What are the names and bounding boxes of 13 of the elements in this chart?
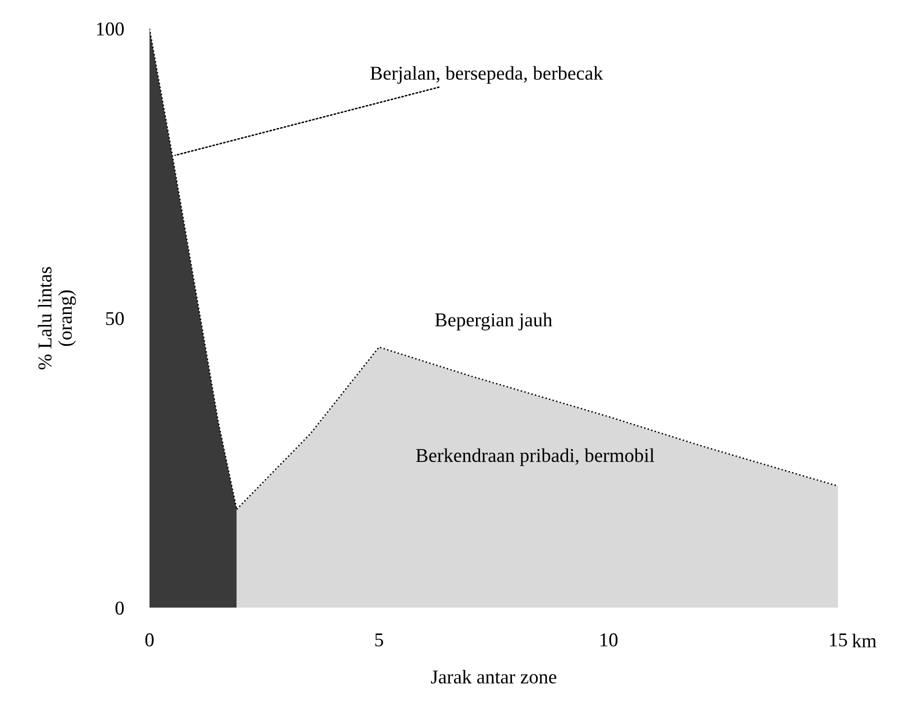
x-tick-label: 10 [600,633,618,646]
y-tick-label: 100 [97,22,124,36]
y-tick-label: 50 [106,312,124,326]
y-axis-title: % Lalu lintas (orang) [38,267,76,370]
x-tick-label: 15 [830,633,848,646]
text: km [852,634,876,648]
text: Berjalan, bersepeda, berbecak [370,66,604,84]
x-tick-label: 0 [145,633,154,646]
x-axis-title: Jarak antar zone [431,670,556,684]
y-tick-label: 0 [116,602,124,615]
series-label: Bepergian jauh [435,312,552,330]
annotation: Berkendraan pribadi, bermobil [416,448,654,466]
x-tick-label: 5 [375,634,384,646]
